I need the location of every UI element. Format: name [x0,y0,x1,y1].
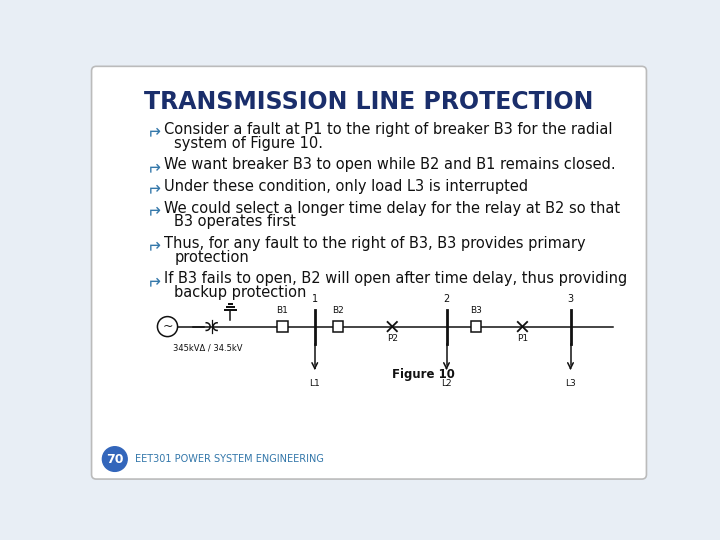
Text: ↵: ↵ [147,178,161,195]
Text: backup protection: backup protection [174,285,307,300]
Text: ↵: ↵ [147,120,161,138]
Text: ~: ~ [162,320,173,333]
Text: 1: 1 [312,294,318,303]
Text: EET301 POWER SYSTEM ENGINEERING: EET301 POWER SYSTEM ENGINEERING [135,454,324,464]
Text: ↵: ↵ [147,156,161,174]
Text: We could select a longer time delay for the relay at B2 so that: We could select a longer time delay for … [163,200,620,215]
Text: Under these condition, only load L3 is interrupted: Under these condition, only load L3 is i… [163,179,528,194]
Text: 345kVΔ / 34.5kV: 345kVΔ / 34.5kV [173,343,243,353]
Bar [471,321,482,332]
Text: ↵: ↵ [147,199,161,217]
Text: L2: L2 [441,379,452,388]
Text: B3 operates first: B3 operates first [174,214,297,230]
Text: ↵: ↵ [147,234,161,252]
Text: L1: L1 [310,379,320,388]
Text: 2: 2 [444,294,449,303]
Text: If B3 fails to open, B2 will open after time delay, thus providing: If B3 fails to open, B2 will open after … [163,272,627,286]
Text: P2: P2 [387,334,397,343]
Bar [276,321,287,332]
Text: B1: B1 [276,306,288,315]
Text: TRANSMISSION LINE PROTECTION: TRANSMISSION LINE PROTECTION [144,90,594,114]
Circle shape [102,447,127,471]
Bar [333,321,343,332]
Text: Consider a fault at P1 to the right of breaker B3 for the radial: Consider a fault at P1 to the right of b… [163,122,612,137]
Text: P1: P1 [517,334,528,343]
Text: B2: B2 [332,306,344,315]
Text: protection: protection [174,250,249,265]
Text: Thus, for any fault to the right of B3, B3 provides primary: Thus, for any fault to the right of B3, … [163,236,585,251]
Text: We want breaker B3 to open while B2 and B1 remains closed.: We want breaker B3 to open while B2 and … [163,157,616,172]
Text: B3: B3 [470,306,482,315]
Text: ↵: ↵ [147,270,161,288]
Text: system of Figure 10.: system of Figure 10. [174,136,323,151]
Text: L3: L3 [565,379,576,388]
Text: Figure 10: Figure 10 [392,368,455,381]
FancyBboxPatch shape [91,66,647,479]
Text: 3: 3 [567,294,574,303]
Text: 70: 70 [106,453,124,465]
